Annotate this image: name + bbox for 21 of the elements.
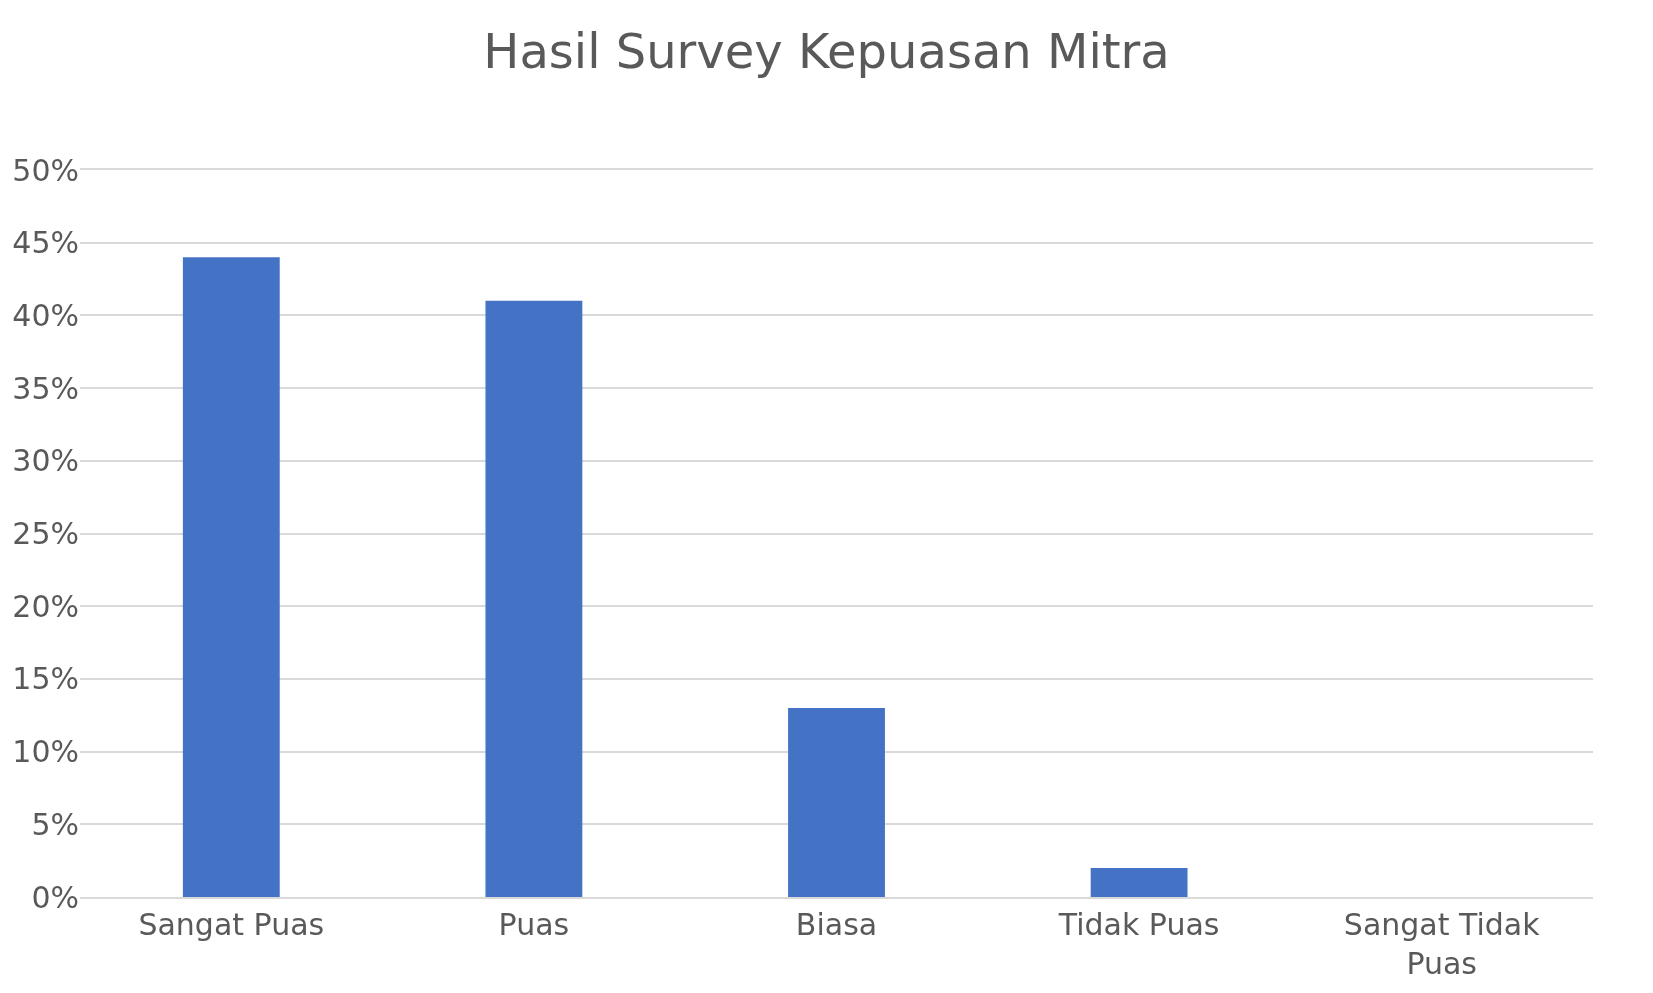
y-tick-label: 40% (12, 297, 79, 333)
y-tick-label: 35% (12, 370, 79, 406)
y-tick-label: 45% (12, 225, 79, 261)
y-tick-label: 5% (31, 806, 79, 842)
y-tick-label: 25% (12, 516, 79, 551)
chart-title: Hasil Survey Kepuasan Mitra (483, 23, 1170, 80)
x-tick-label: Sangat Tidak Puas (1343, 907, 1541, 981)
bar (1090, 867, 1188, 897)
y-tick-label: 10% (12, 734, 79, 770)
x-tick-label: Biasa (795, 907, 878, 942)
y-tick-label: 15% (12, 661, 79, 697)
y-tick-label: 30% (12, 443, 79, 479)
x-tick-label: Puas (498, 907, 570, 942)
y-tick-label: 50% (12, 152, 79, 188)
y-tick-label: 20% (12, 588, 79, 624)
bar (182, 257, 280, 897)
y-tick-label: 0% (31, 879, 79, 915)
x-tick-label: Sangat Puas (138, 907, 325, 942)
x-tick-label: Tidak Puas (1057, 907, 1220, 942)
bar (485, 300, 583, 897)
bar (788, 707, 885, 897)
